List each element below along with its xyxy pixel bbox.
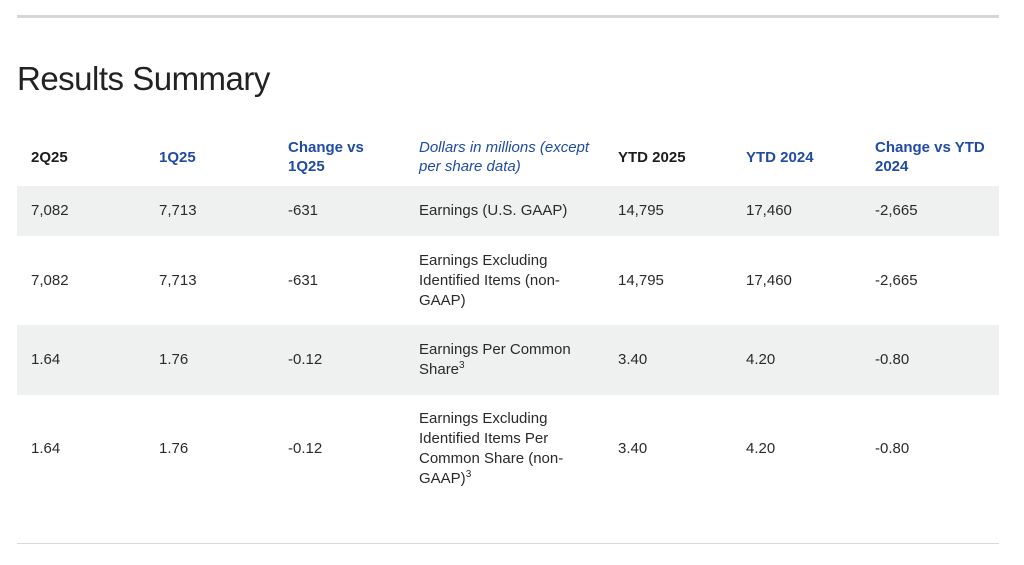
cell-change-ytd: -0.80 <box>875 440 910 457</box>
cell-ytd-2025: 3.40 <box>604 325 732 395</box>
header-change-vs-ytd-2024: Change vs YTD 2024 <box>875 139 985 175</box>
table-row: 1.64 1.76 -0.12 Earnings Per Common Shar… <box>17 325 999 395</box>
cell-change-q: -631 <box>274 186 405 236</box>
cell-ytd-2025: 14,795 <box>604 186 732 236</box>
cell-ytd-2024: 17,460 <box>746 271 792 289</box>
cell-1q25: 1.76 <box>145 325 274 395</box>
table-row: 1.64 1.76 -0.12 Earnings Excluding Ident… <box>17 395 999 503</box>
table-row: 7,082 7,713 -631 Earnings (U.S. GAAP) 14… <box>17 186 999 236</box>
bottom-divider <box>17 543 999 544</box>
cell-change-ytd: -0.80 <box>861 325 999 395</box>
cell-change-ytd: -2,665 <box>875 271 918 289</box>
table-row: 7,082 7,713 -631 Earnings Excluding Iden… <box>17 236 999 325</box>
cell-change-q: -0.12 <box>288 440 323 457</box>
cell-label: Earnings Excluding Identified Items Per … <box>405 395 604 503</box>
cell-1q25: 7,713 <box>159 271 197 289</box>
row-label: Earnings Excluding Identified Items Per … <box>419 410 564 487</box>
row-label: Earnings (U.S. GAAP) <box>419 202 568 219</box>
cell-ytd-2025: 3.40 <box>618 440 648 457</box>
cell-label: Earnings Excluding Identified Items (non… <box>405 236 604 325</box>
header-1q25: 1Q25 <box>159 148 196 166</box>
results-summary-table: 2Q25 1Q25 Change vs 1Q25 Dollars in mill… <box>17 128 999 503</box>
cell-change-q: -631 <box>288 271 319 289</box>
table-header-row: 2Q25 1Q25 Change vs 1Q25 Dollars in mill… <box>17 128 999 186</box>
cell-label: Earnings (U.S. GAAP) <box>405 186 604 236</box>
cell-change-q: -0.12 <box>274 325 405 395</box>
header-2q25: 2Q25 <box>31 148 68 166</box>
header-change-vs-1q25: Change vs 1Q25 <box>288 139 364 175</box>
cell-2q25: 7,082 <box>17 186 145 236</box>
section-title: Results Summary <box>17 60 270 97</box>
cell-2q25: 1.64 <box>17 325 145 395</box>
footnote-marker: 3 <box>459 360 465 371</box>
row-label: Earnings Excluding Identified Items (non… <box>419 251 560 309</box>
row-label: Earnings Per Common Share <box>419 341 571 378</box>
cell-2q25: 1.64 <box>31 440 61 457</box>
top-divider <box>17 15 999 18</box>
header-description: Dollars in millions (except per share da… <box>419 139 590 175</box>
cell-1q25: 1.76 <box>159 440 189 457</box>
cell-ytd-2024: 17,460 <box>732 186 861 236</box>
cell-ytd-2024: 4.20 <box>746 440 776 457</box>
cell-ytd-2024: 4.20 <box>732 325 861 395</box>
footnote-marker: 3 <box>465 469 472 480</box>
header-ytd-2024: YTD 2024 <box>746 148 814 166</box>
cell-1q25: 7,713 <box>145 186 274 236</box>
header-ytd-2025: YTD 2025 <box>618 148 686 166</box>
cell-2q25: 7,082 <box>31 271 69 289</box>
cell-change-ytd: -2,665 <box>861 186 999 236</box>
cell-label: Earnings Per Common Share3 <box>405 325 604 395</box>
cell-ytd-2025: 14,795 <box>618 271 664 289</box>
